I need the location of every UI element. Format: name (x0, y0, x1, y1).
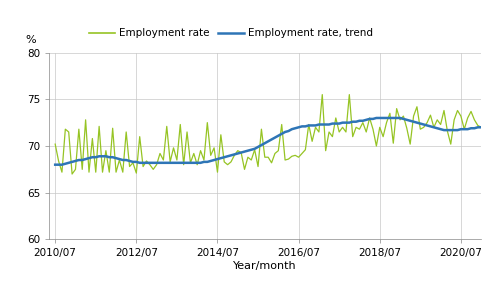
Text: %: % (26, 35, 36, 45)
Legend: Employment rate, Employment rate, trend: Employment rate, Employment rate, trend (84, 24, 377, 42)
X-axis label: Year/month: Year/month (233, 261, 297, 271)
